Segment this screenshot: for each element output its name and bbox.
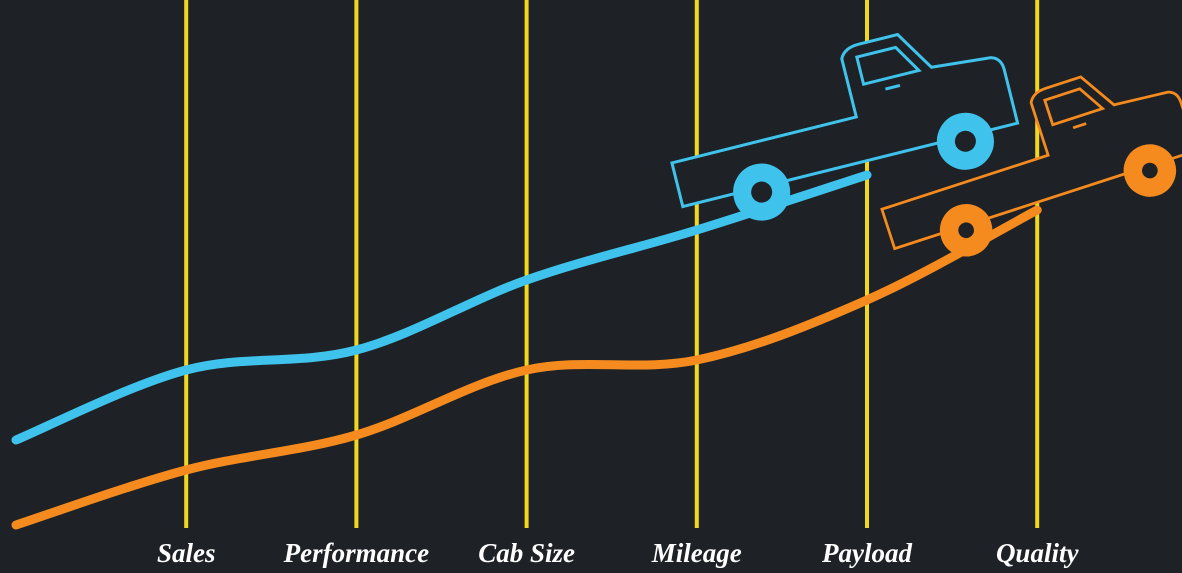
x-tick-label: Payload	[821, 538, 912, 568]
orange-truck	[880, 75, 1182, 257]
series-line	[11, 170, 872, 445]
x-tick-label: Performance	[283, 538, 429, 568]
labels: Sales Performance Cab Size Mileage Payload Qu…	[157, 538, 1080, 568]
x-tick-label: Mileage	[651, 538, 742, 568]
x-tick-label: Quality	[996, 538, 1080, 568]
grid	[184, 0, 1040, 528]
lines	[11, 170, 1042, 530]
x-tick-label: Sales	[157, 538, 216, 568]
series-line	[11, 205, 1042, 530]
x-tick-label: Cab Size	[478, 538, 575, 568]
blue-truck	[670, 32, 1020, 221]
